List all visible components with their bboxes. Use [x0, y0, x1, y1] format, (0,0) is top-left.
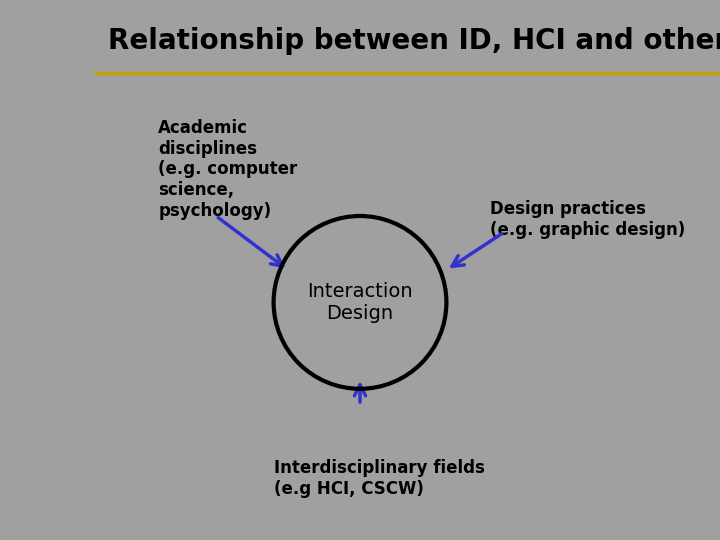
- Text: Academic
disciplines
(e.g. computer
science,
psychology): Academic disciplines (e.g. computer scie…: [158, 119, 297, 220]
- Text: Interdisciplinary fields
(e.g HCI, CSCW): Interdisciplinary fields (e.g HCI, CSCW): [274, 459, 485, 498]
- Text: Relationship between ID, HCI and other fields: Relationship between ID, HCI and other f…: [108, 27, 720, 55]
- Text: Design practices
(e.g. graphic design): Design practices (e.g. graphic design): [490, 200, 685, 239]
- Text: Interaction
Design: Interaction Design: [307, 282, 413, 323]
